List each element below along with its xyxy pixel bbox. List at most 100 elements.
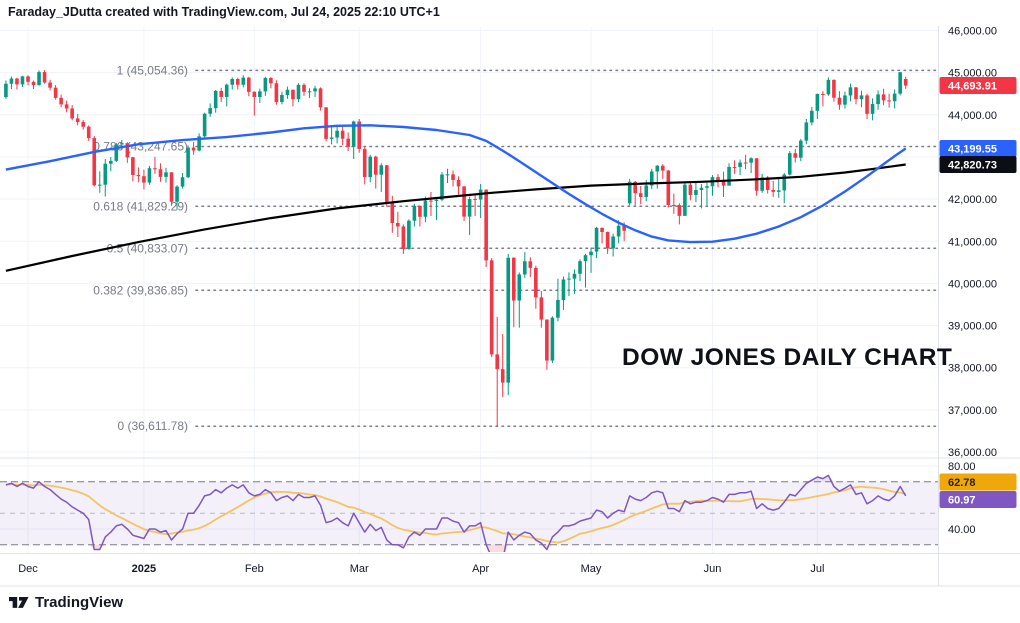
- candle-body: [539, 297, 544, 320]
- candle: [633, 180, 637, 206]
- candle: [53, 85, 58, 100]
- candle: [478, 183, 483, 219]
- candle-body: [180, 177, 185, 187]
- candle: [473, 195, 477, 216]
- candle-body: [15, 78, 19, 85]
- candle-body: [81, 122, 85, 127]
- candle: [870, 98, 875, 121]
- candle: [854, 86, 858, 105]
- tradingview-logo-text: TradingView: [35, 593, 124, 611]
- candle-body: [120, 143, 124, 145]
- candle-body: [335, 130, 339, 138]
- candle-body: [605, 232, 610, 249]
- candle-body: [600, 227, 604, 233]
- candle-body: [843, 95, 847, 105]
- candle-body: [318, 88, 323, 108]
- candle-body: [583, 255, 588, 262]
- ma-fast-price-badge-text: 43,199.55: [948, 144, 997, 156]
- candle-body: [727, 166, 731, 186]
- candle-body: [445, 174, 450, 176]
- candle: [324, 107, 328, 142]
- candle: [506, 253, 511, 396]
- candle-body: [754, 158, 759, 191]
- rsi-overbought-fill: [5, 475, 906, 482]
- pane-dividers: [0, 26, 1020, 587]
- candle-body: [633, 181, 637, 194]
- candle-body: [760, 177, 764, 191]
- candle-body: [357, 121, 361, 149]
- candle-body: [9, 78, 14, 84]
- candle-body: [86, 126, 91, 138]
- candle-body: [677, 205, 682, 216]
- candle: [627, 178, 632, 206]
- candle-body: [103, 163, 108, 185]
- candle-body: [765, 177, 770, 190]
- price-scale[interactable]: 46,000.00 45,000.00 44,000.00 42,000.00 41,0…: [939, 26, 1017, 537]
- candle: [64, 100, 69, 113]
- candle: [511, 257, 516, 328]
- candle: [429, 191, 433, 216]
- rsi-tick-label: 80.00: [948, 461, 976, 473]
- candle: [164, 167, 168, 183]
- candle-body: [224, 84, 229, 97]
- candle-body: [622, 225, 626, 231]
- candle-body: [534, 267, 538, 298]
- candle-body: [666, 170, 671, 206]
- time-axis-label: 2025: [132, 563, 156, 575]
- candle: [793, 148, 798, 163]
- candle: [876, 90, 880, 110]
- candle: [561, 276, 566, 310]
- candle-body: [429, 200, 433, 202]
- candle-body: [467, 199, 472, 217]
- candle-body: [567, 278, 571, 280]
- candle-body: [627, 181, 632, 204]
- candle-body: [401, 226, 406, 250]
- candle-body: [258, 91, 262, 98]
- candle-body: [832, 79, 836, 98]
- candle: [545, 319, 549, 370]
- candle-body: [462, 186, 466, 217]
- candle-body: [263, 78, 268, 92]
- candle: [412, 203, 417, 227]
- candle: [131, 156, 135, 182]
- candle: [721, 171, 726, 197]
- candle: [97, 171, 102, 193]
- candle: [821, 91, 825, 107]
- candle: [810, 106, 814, 126]
- candle-body: [153, 168, 157, 170]
- candle-body: [346, 138, 350, 147]
- candle: [440, 172, 444, 202]
- candle-body: [434, 199, 439, 202]
- candle: [224, 83, 229, 107]
- candle-body: [771, 189, 775, 192]
- candle-body: [826, 79, 831, 95]
- candle: [418, 205, 422, 227]
- candle-body: [815, 93, 820, 111]
- candle-body: [743, 162, 748, 164]
- candle-body: [903, 78, 908, 86]
- time-axis-label: Feb: [245, 563, 264, 575]
- time-scale[interactable]: Dec 2025 Feb Mar Apr May Jun Jul: [18, 563, 824, 575]
- ma-slow-price-badge-bg: [939, 156, 1017, 174]
- candle-body: [285, 89, 290, 95]
- tradingview-logo[interactable]: TradingView: [9, 592, 123, 612]
- candle-body: [638, 193, 643, 197]
- candle: [15, 77, 19, 90]
- candle-body: [385, 165, 389, 203]
- candle-body: [881, 94, 886, 101]
- fib-level-label: 0.618 (41,829.29): [93, 199, 188, 213]
- candle: [556, 278, 560, 322]
- candle-body: [859, 95, 864, 100]
- candle-body: [528, 261, 533, 268]
- candle-body: [340, 130, 345, 139]
- candle: [666, 170, 671, 208]
- candle: [114, 143, 119, 163]
- candle: [241, 75, 246, 88]
- candle: [865, 93, 869, 120]
- candle-body: [4, 83, 8, 98]
- candle: [484, 189, 488, 267]
- candle: [346, 132, 350, 152]
- candle: [329, 127, 334, 145]
- candle-body: [169, 172, 174, 202]
